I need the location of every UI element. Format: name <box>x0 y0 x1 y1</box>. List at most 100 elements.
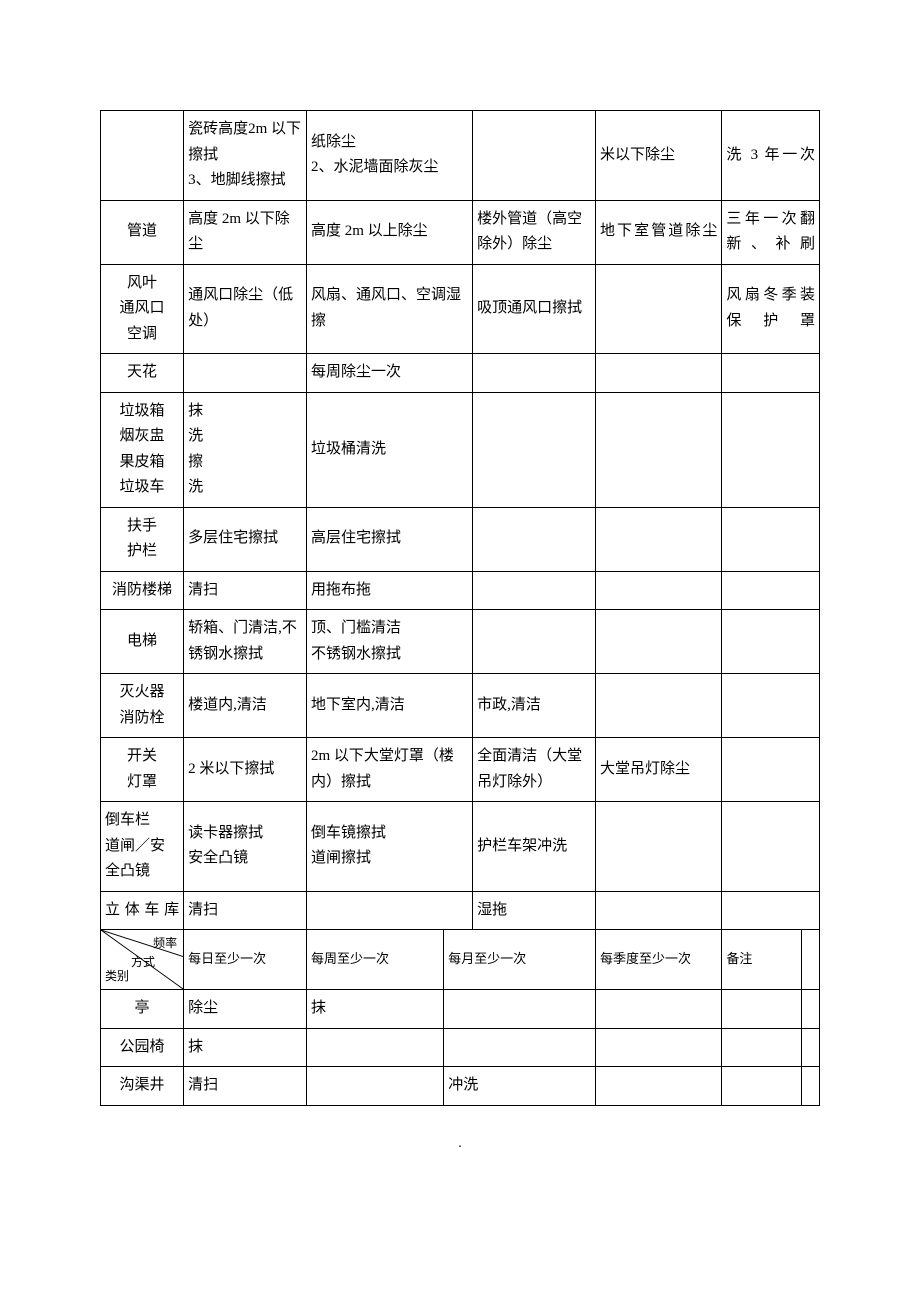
cell-monthly: 冲洗 <box>444 1067 596 1106</box>
cell-monthly: 全面清洁（大堂吊灯除外） <box>473 738 596 802</box>
cell-extra <box>801 1067 819 1106</box>
cell-daily: 抹 <box>184 1028 307 1067</box>
cell-monthly: 湿拖 <box>473 891 596 930</box>
cell-daily: 多层住宅擦拭 <box>184 507 307 571</box>
cell-category: 扶手护栏 <box>101 507 184 571</box>
cell-weekly: 2m 以下大堂灯罩（楼内）擦拭 <box>306 738 472 802</box>
cell-quarterly <box>595 571 721 610</box>
header-extra <box>801 930 819 990</box>
cell-quarterly <box>595 1028 721 1067</box>
cell-note: 洗 3 年一次 <box>722 111 820 201</box>
cell-weekly: 抹 <box>306 990 443 1029</box>
header-monthly: 每月至少一次 <box>444 930 596 990</box>
cell-note: 风扇冬季装保护罩 <box>722 264 820 354</box>
cell-quarterly <box>595 354 721 393</box>
cell-daily: 除尘 <box>184 990 307 1029</box>
cell-weekly: 倒车镜擦拭道闸擦拭 <box>306 802 472 892</box>
cell-daily: 高度 2m 以下除尘 <box>184 200 307 264</box>
cell-weekly: 纸除尘2、水泥墙面除灰尘 <box>306 111 472 201</box>
cell-quarterly: 地下室管道除尘 <box>595 200 721 264</box>
cell-note <box>722 891 820 930</box>
cell-category: 开关灯罩 <box>101 738 184 802</box>
cell-extra <box>801 990 819 1029</box>
cell-category: 公园椅 <box>101 1028 184 1067</box>
cell-monthly: 市政,清洁 <box>473 674 596 738</box>
cell-category: 电梯 <box>101 610 184 674</box>
cell-weekly <box>306 1028 443 1067</box>
table-row: 立体车库 清扫 湿拖 <box>101 891 820 930</box>
header-daily: 每日至少一次 <box>184 930 307 990</box>
cell-quarterly <box>595 891 721 930</box>
table-row: 倒车栏道闸／安全凸镜 读卡器擦拭安全凸镜 倒车镜擦拭道闸擦拭 护栏车架冲洗 <box>101 802 820 892</box>
cell-quarterly <box>595 507 721 571</box>
cell-category: 天花 <box>101 354 184 393</box>
header-note: 备注 <box>722 930 801 990</box>
cell-weekly: 用拖布拖 <box>306 571 472 610</box>
cell-extra <box>801 1028 819 1067</box>
table-row: 电梯 轿箱、门清洁,不锈钢水擦拭 顶、门槛清洁不锈钢水擦拭 <box>101 610 820 674</box>
diag-label-mid: 方式 <box>131 952 155 972</box>
cell-daily: 清扫 <box>184 571 307 610</box>
cell-category: 垃圾箱烟灰盅果皮箱垃圾车 <box>101 392 184 507</box>
table-row: 管道 高度 2m 以下除尘 高度 2m 以上除尘 楼外管道（高空除外）除尘 地下… <box>101 200 820 264</box>
cell-daily: 轿箱、门清洁,不锈钢水擦拭 <box>184 610 307 674</box>
table-row: 沟渠井 清扫 冲洗 <box>101 1067 820 1106</box>
cell-note <box>722 1028 801 1067</box>
cell-category: 灭火器消防栓 <box>101 674 184 738</box>
cell-quarterly <box>595 802 721 892</box>
cell-category <box>101 111 184 201</box>
cleaning-schedule-table: 瓷砖高度2m 以下擦拭3、地脚线擦拭 纸除尘2、水泥墙面除灰尘 米以下除尘 洗 … <box>100 110 820 1106</box>
cell-daily: 通风口除尘（低处） <box>184 264 307 354</box>
table-header-row: 频率 方式 类别 每日至少一次 每周至少一次 每月至少一次 每季度至少一次 备注 <box>101 930 820 990</box>
cell-quarterly <box>595 674 721 738</box>
cell-weekly <box>306 1067 443 1106</box>
cell-note: 三年一次翻新、补刷 <box>722 200 820 264</box>
cell-weekly: 每周除尘一次 <box>306 354 472 393</box>
cell-note <box>722 738 820 802</box>
cell-monthly <box>473 392 596 507</box>
cell-daily: 清扫 <box>184 891 307 930</box>
cell-daily: 楼道内,清洁 <box>184 674 307 738</box>
diag-label-top: 频率 <box>153 933 177 953</box>
cell-daily: 抹洗擦洗 <box>184 392 307 507</box>
table-row: 风叶通风口空调 通风口除尘（低处） 风扇、通风口、空调湿擦 吸顶通风口擦拭 风扇… <box>101 264 820 354</box>
cell-note <box>722 392 820 507</box>
cell-category: 风叶通风口空调 <box>101 264 184 354</box>
cell-daily: 2 米以下擦拭 <box>184 738 307 802</box>
cell-note <box>722 610 820 674</box>
cell-quarterly <box>595 392 721 507</box>
cell-monthly <box>444 1028 596 1067</box>
cell-quarterly: 米以下除尘 <box>595 111 721 201</box>
cell-note <box>722 1067 801 1106</box>
table-row: 亭 除尘 抹 <box>101 990 820 1029</box>
cell-weekly: 高层住宅擦拭 <box>306 507 472 571</box>
footer-dot: . <box>100 1136 820 1152</box>
header-weekly: 每周至少一次 <box>306 930 443 990</box>
cell-monthly: 护栏车架冲洗 <box>473 802 596 892</box>
cell-daily: 清扫 <box>184 1067 307 1106</box>
cell-quarterly <box>595 264 721 354</box>
cell-monthly: 吸顶通风口擦拭 <box>473 264 596 354</box>
cell-note <box>722 674 820 738</box>
diag-label-bot: 类别 <box>105 966 129 986</box>
table-row: 扶手护栏 多层住宅擦拭 高层住宅擦拭 <box>101 507 820 571</box>
cell-monthly <box>444 990 596 1029</box>
cell-monthly <box>473 571 596 610</box>
table-row: 天花 每周除尘一次 <box>101 354 820 393</box>
cell-weekly: 垃圾桶清洗 <box>306 392 472 507</box>
cell-daily: 瓷砖高度2m 以下擦拭3、地脚线擦拭 <box>184 111 307 201</box>
cell-monthly <box>473 111 596 201</box>
cell-quarterly <box>595 990 721 1029</box>
cell-daily: 读卡器擦拭安全凸镜 <box>184 802 307 892</box>
cell-weekly: 高度 2m 以上除尘 <box>306 200 472 264</box>
cell-monthly <box>473 610 596 674</box>
cell-weekly <box>306 891 472 930</box>
diagonal-header-cell: 频率 方式 类别 <box>101 930 184 990</box>
cell-monthly <box>473 507 596 571</box>
cell-weekly: 风扇、通风口、空调湿擦 <box>306 264 472 354</box>
table-row: 公园椅 抹 <box>101 1028 820 1067</box>
table-row: 灭火器消防栓 楼道内,清洁 地下室内,清洁 市政,清洁 <box>101 674 820 738</box>
cell-weekly: 地下室内,清洁 <box>306 674 472 738</box>
header-quarterly: 每季度至少一次 <box>595 930 721 990</box>
cell-category: 亭 <box>101 990 184 1029</box>
